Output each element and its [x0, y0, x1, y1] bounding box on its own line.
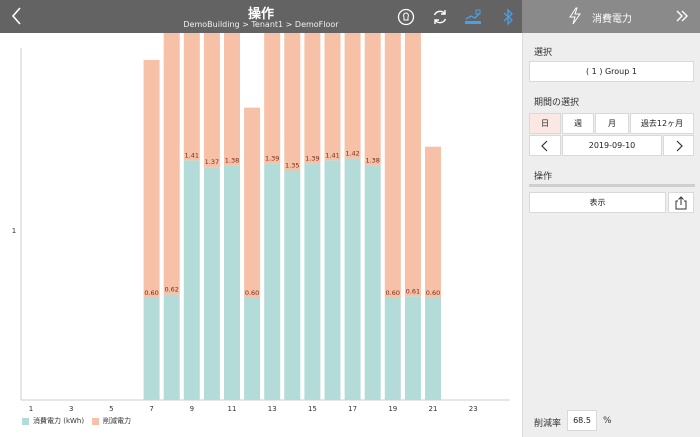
operation-label: 操作	[534, 172, 553, 182]
bar-data-label: 0.60	[386, 289, 400, 297]
bar-reduction	[364, 33, 381, 166]
bar-data-label: 1.38	[365, 156, 379, 164]
bar-reduction	[264, 33, 281, 164]
bar-reduction	[324, 33, 341, 161]
bar-consumption	[425, 298, 441, 400]
bar-data-label: 1.39	[305, 155, 319, 163]
bar-reduction	[183, 33, 200, 161]
tab-day[interactable]: 日	[529, 113, 561, 134]
x-tick-label: 13	[268, 405, 277, 413]
reduction-rate-unit: %	[603, 416, 612, 426]
legend-reduction: 削減電力	[92, 416, 131, 426]
x-tick-label: 1	[29, 405, 33, 413]
chevron-right-icon	[676, 140, 683, 151]
share-icon	[675, 195, 687, 209]
bar-reduction	[163, 33, 180, 295]
legend-swatch-reduction	[92, 417, 99, 425]
x-tick-label: 19	[388, 405, 397, 413]
legend-swatch-consumption	[22, 417, 29, 425]
legend-label-reduction: 削減電力	[103, 417, 131, 425]
bar-data-label: 1.39	[265, 155, 279, 163]
reduction-rate-label: 削減率	[534, 419, 562, 429]
bluetooth-icon[interactable]	[498, 7, 518, 27]
show-button[interactable]: 表示	[529, 192, 666, 213]
x-tick-label: 17	[348, 405, 357, 413]
side-panel-title: 消費電力	[592, 14, 632, 25]
bar-consumption	[203, 167, 220, 400]
bar-data-label: 1.41	[325, 151, 339, 159]
refresh-icon[interactable]	[430, 7, 450, 27]
x-tick-label: 9	[190, 405, 194, 413]
chart-settings-icon[interactable]	[463, 7, 483, 27]
bar-consumption	[163, 294, 180, 400]
bar-data-label: 1.38	[225, 156, 239, 164]
lightbulb-icon[interactable]	[396, 7, 416, 27]
date-field[interactable]: 2019-09-10	[562, 135, 662, 156]
lightning-icon	[569, 7, 581, 25]
bar-consumption	[344, 158, 361, 400]
tab-week[interactable]: 週	[562, 113, 594, 134]
bar-consumption	[183, 160, 200, 400]
bar-reduction	[425, 146, 441, 298]
section-divider	[529, 184, 695, 187]
tab-past-12-months[interactable]: 過去12ヶ月	[630, 113, 694, 134]
bar-consumption	[244, 298, 261, 400]
period-label: 期間の選択	[534, 98, 580, 108]
x-tick-label: 7	[149, 405, 153, 413]
share-button[interactable]	[668, 192, 694, 213]
double-chevron-right-icon[interactable]	[674, 9, 690, 23]
breadcrumb: DemoBuilding > Tenant1 > DemoFloor	[183, 20, 339, 29]
bar-consumption	[364, 165, 381, 400]
x-tick-label: 21	[429, 405, 438, 413]
bar-reduction	[404, 33, 421, 297]
side-panel-header: 消費電力	[522, 0, 700, 33]
x-tick-label: 23	[469, 405, 478, 413]
next-date-button[interactable]	[663, 135, 694, 156]
chevron-left-icon	[541, 140, 548, 151]
bar-consumption	[404, 296, 421, 400]
power-chart: 11 3 5 7 9 11 13 15 17 19 21 230.60 0.621.411.37 1.38…	[12, 33, 510, 413]
x-tick-label: 3	[69, 405, 73, 413]
bar-reduction	[384, 33, 401, 298]
tab-month[interactable]: 月	[595, 113, 629, 134]
bar-consumption	[143, 298, 160, 400]
bar-data-label: 0.62	[164, 286, 178, 294]
x-tick-label: 11	[228, 405, 237, 413]
bar-data-label: 1.35	[285, 162, 299, 170]
prev-date-button[interactable]	[529, 135, 561, 156]
back-icon[interactable]	[8, 5, 26, 27]
legend-consumption: 消費電力 (kWh)	[22, 416, 84, 426]
bar-reduction	[203, 33, 220, 168]
bar-consumption	[384, 298, 401, 400]
y-tick-label: 1	[12, 227, 16, 235]
bar-data-label: 0.60	[144, 289, 158, 297]
bar-reduction	[284, 33, 301, 171]
bar-consumption	[324, 160, 341, 400]
bar-reduction	[224, 33, 240, 166]
bar-consumption	[224, 165, 240, 400]
bar-data-label: 0.60	[245, 289, 259, 297]
bar-data-label: 1.41	[185, 151, 199, 159]
bar-data-label: 0.60	[426, 289, 440, 297]
legend-label-consumption: 消費電力 (kWh)	[33, 417, 85, 425]
x-tick-label: 5	[109, 405, 113, 413]
bar-consumption	[264, 163, 281, 400]
bar-data-label: 1.42	[345, 150, 359, 158]
select-label: 選択	[534, 48, 553, 58]
bar-consumption	[304, 163, 321, 400]
bar-reduction	[143, 60, 160, 298]
x-tick-label: 15	[308, 405, 317, 413]
side-panel: 選択 ( 1 ) Group 1 期間の選択 日 週 月 過去12ヶ月 2019…	[522, 33, 700, 437]
bar-reduction	[244, 107, 261, 298]
bar-reduction	[344, 33, 361, 159]
bar-data-label: 0.61	[406, 287, 420, 295]
bar-data-label: 1.37	[205, 158, 219, 166]
bar-reduction	[304, 33, 321, 164]
top-bar: 操作 DemoBuilding > Tenant1 > DemoFloor	[0, 0, 522, 33]
bar-consumption	[284, 170, 301, 400]
group-select[interactable]: ( 1 ) Group 1	[529, 61, 694, 82]
reduction-rate-value: 68.5	[567, 410, 597, 431]
page-title: 操作	[247, 7, 274, 22]
